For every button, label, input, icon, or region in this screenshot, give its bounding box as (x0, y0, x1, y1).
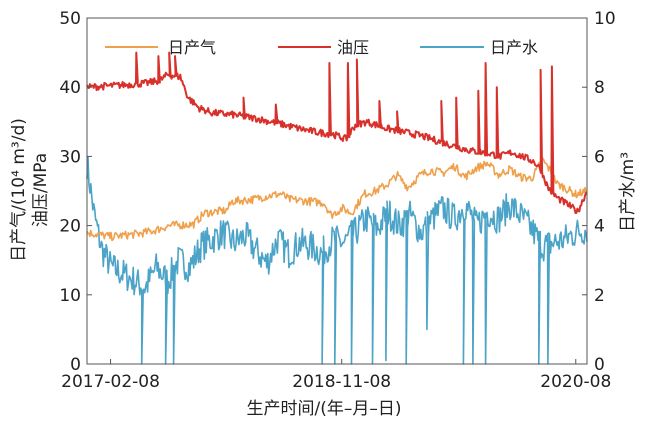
plot-frame (86, 17, 588, 365)
right-tick-label: 0 (594, 355, 605, 375)
left-tick-label: 30 (59, 147, 81, 167)
x-tick-label: 2017-02-08 (61, 372, 160, 392)
left-tick-label: 0 (70, 355, 81, 375)
legend-label-gas: 日产气 (168, 38, 216, 57)
left-tick-label: 40 (59, 78, 81, 98)
series-line-gas (86, 157, 588, 242)
x-tick-label: 2020-08 (540, 372, 611, 392)
legend-label-water: 日产水 (490, 38, 538, 57)
x-axis-title: 生产时间/(年–月–日) (247, 399, 402, 419)
left-tick-label: 50 (59, 9, 81, 29)
right-tick-label: 10 (594, 9, 616, 29)
legend-label-oil-pressure: 油压 (337, 38, 369, 57)
left-axis-title-line2: 油压/MPa (31, 153, 51, 227)
left-tick-label: 10 (59, 286, 81, 306)
right-tick-label: 8 (594, 78, 605, 98)
x-tick-label: 2018-11-08 (292, 372, 391, 392)
series-layer (86, 51, 588, 365)
left-axis-title-line1: 日产气/(10⁴ m³/d) (9, 118, 29, 262)
series-line-water (86, 156, 588, 365)
left-tick-label: 20 (59, 217, 81, 237)
right-tick-label: 6 (594, 147, 605, 167)
right-axis-title: 日产水/m³ (618, 152, 638, 232)
series-line-oil-pressure (86, 51, 588, 214)
right-tick-label: 4 (594, 217, 605, 237)
legend: 日产气 油压 日产水 (105, 38, 538, 57)
axes-layer: 0 10 20 30 40 50 0 2 4 6 8 10 2017-02-08 2018-11-08 20… (59, 9, 615, 392)
right-tick-label: 2 (594, 286, 605, 306)
